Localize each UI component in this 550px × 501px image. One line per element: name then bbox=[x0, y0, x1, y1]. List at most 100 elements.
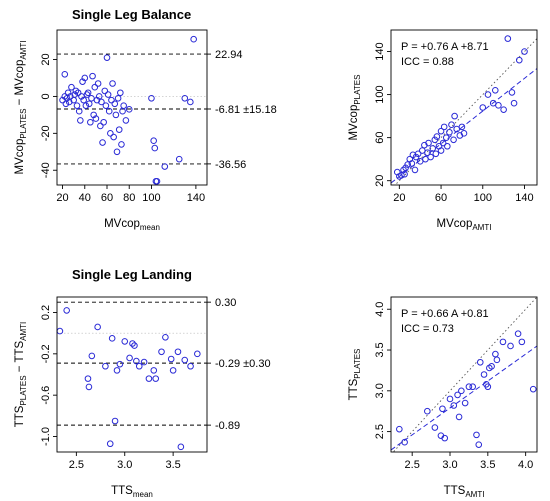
data-point bbox=[484, 91, 492, 98]
data-point bbox=[103, 54, 111, 61]
data-point bbox=[518, 338, 526, 346]
data-point bbox=[404, 161, 411, 168]
x-tick-label: 3.5 bbox=[165, 459, 180, 471]
data-point bbox=[81, 74, 89, 82]
y-tick-label: 4.0 bbox=[374, 302, 386, 317]
data-point bbox=[84, 375, 92, 382]
y-axis-title: TTSPLATES​ − TTSAMTI​ bbox=[14, 322, 28, 428]
section-title-landing: Single Leg Landing bbox=[72, 267, 192, 282]
data-point bbox=[401, 170, 408, 178]
x-tick-label: 4.0 bbox=[518, 459, 533, 471]
data-point bbox=[61, 70, 69, 78]
data-point bbox=[145, 375, 153, 382]
data-point bbox=[68, 83, 75, 91]
data-point bbox=[414, 150, 422, 158]
data-point bbox=[148, 94, 155, 102]
data-point bbox=[510, 99, 518, 107]
data-point bbox=[95, 93, 103, 100]
plot-frame bbox=[390, 29, 538, 186]
data-point bbox=[116, 360, 124, 368]
identity-line bbox=[392, 297, 537, 452]
data-point bbox=[175, 155, 183, 163]
data-point bbox=[122, 117, 130, 124]
data-point bbox=[133, 357, 140, 365]
x-tick-label: 60 bbox=[435, 192, 447, 204]
data-point bbox=[187, 98, 194, 106]
y-axis-title: MVcopPLATES​ − MVcopAMTI​ bbox=[14, 41, 28, 175]
annotation-text: P = +0.76 A +8.71 bbox=[401, 41, 489, 53]
y-tick-label: 60 bbox=[374, 132, 386, 144]
data-point bbox=[411, 166, 419, 174]
data-point bbox=[488, 363, 495, 370]
data-point bbox=[412, 153, 420, 161]
data-point bbox=[56, 327, 64, 335]
plot-frame bbox=[56, 29, 208, 186]
data-point bbox=[162, 334, 169, 341]
y-tick-label: 20 bbox=[374, 175, 386, 187]
data-point bbox=[398, 172, 405, 179]
data-point bbox=[440, 123, 448, 131]
data-point bbox=[479, 104, 487, 111]
y-axis-title: TTSPLATES​ bbox=[348, 349, 362, 401]
plot-frame bbox=[56, 296, 208, 453]
data-point bbox=[495, 102, 502, 109]
data-point bbox=[140, 358, 148, 366]
data-point bbox=[129, 340, 136, 347]
reference-label: 22.94 bbox=[215, 49, 243, 61]
data-point bbox=[98, 98, 105, 106]
reference-label: 0.30 bbox=[215, 297, 236, 309]
data-point bbox=[89, 72, 96, 80]
data-point bbox=[514, 330, 522, 338]
y-tick-label: 3.0 bbox=[374, 383, 386, 398]
y-tick-label: 2.5 bbox=[374, 424, 386, 439]
data-point bbox=[92, 115, 100, 122]
x-tick-label: 40 bbox=[79, 192, 91, 204]
data-point bbox=[431, 424, 439, 431]
data-point bbox=[402, 164, 409, 172]
data-point bbox=[450, 402, 458, 409]
data-point bbox=[107, 130, 114, 137]
data-point bbox=[476, 358, 484, 366]
data-point bbox=[114, 94, 122, 102]
data-point bbox=[177, 443, 185, 451]
data-point bbox=[484, 383, 492, 391]
y-tick-label: -1.0 bbox=[40, 427, 52, 446]
data-point bbox=[396, 425, 403, 433]
data-point bbox=[460, 130, 468, 137]
x-tick-label: 140 bbox=[187, 192, 205, 204]
data-point bbox=[131, 342, 138, 349]
data-point bbox=[126, 354, 133, 362]
data-point bbox=[113, 148, 121, 156]
x-tick-label: 20 bbox=[56, 192, 68, 204]
data-point bbox=[88, 94, 95, 102]
regression-line bbox=[391, 68, 537, 184]
data-point bbox=[120, 102, 127, 109]
data-point bbox=[110, 133, 117, 141]
data-point bbox=[455, 413, 463, 421]
data-point bbox=[451, 112, 458, 120]
data-point bbox=[493, 356, 501, 364]
x-tick-label: 100 bbox=[142, 192, 160, 204]
data-point bbox=[106, 440, 114, 448]
data-point bbox=[80, 96, 87, 104]
data-point bbox=[499, 338, 507, 346]
data-point bbox=[441, 434, 449, 442]
data-point bbox=[508, 89, 516, 96]
data-point bbox=[425, 139, 432, 147]
data-point bbox=[431, 136, 439, 144]
data-point bbox=[427, 153, 434, 161]
data-point bbox=[111, 100, 119, 108]
balance-bland-altman-plot: 22.94 -6.81 ±15.18 -36.56 20 40 60 80 100 140 -40… bbox=[14, 29, 277, 232]
section-title-balance: Single Leg Balance bbox=[72, 7, 191, 22]
data-point bbox=[94, 323, 101, 331]
plot-frame bbox=[390, 296, 538, 453]
data-point bbox=[91, 83, 99, 91]
data-point bbox=[99, 139, 106, 146]
data-point bbox=[102, 362, 109, 370]
y-tick-label: 140 bbox=[374, 42, 386, 60]
data-point bbox=[150, 137, 157, 145]
y-tick-label: 20 bbox=[40, 53, 52, 65]
data-point bbox=[108, 335, 116, 342]
data-point bbox=[424, 407, 431, 415]
data-point bbox=[151, 144, 159, 152]
